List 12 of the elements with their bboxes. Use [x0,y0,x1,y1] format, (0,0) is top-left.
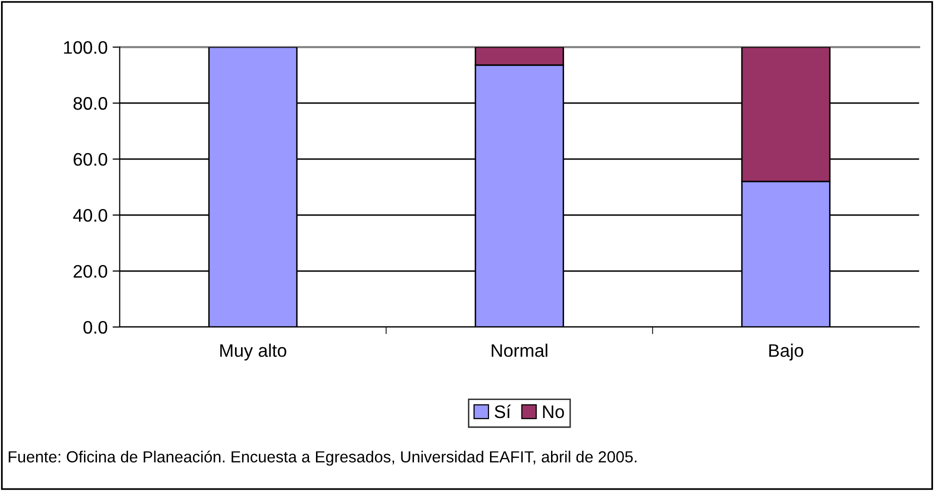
source-note: Fuente: Oficina de Planeación. Encuesta a Egresados, Universidad EAFIT, abril de 2005. [8,450,636,466]
y-tick-label: 0.0 [83,320,108,334]
x-tick-label: Muy alto [220,344,286,361]
y-tick-label: 100.0 [64,41,108,54]
y-tick-label: 20.0 [74,264,108,278]
y-tick-label: 40.0 [73,208,108,222]
x-tick-label: Normal [492,344,548,357]
legend-label: Sí [494,404,511,418]
x-tick-label: Bajo [769,344,804,361]
y-tick-label: 60.0 [74,153,108,166]
y-tick-label: 80.0 [74,97,108,110]
legend-label: No [543,406,564,418]
